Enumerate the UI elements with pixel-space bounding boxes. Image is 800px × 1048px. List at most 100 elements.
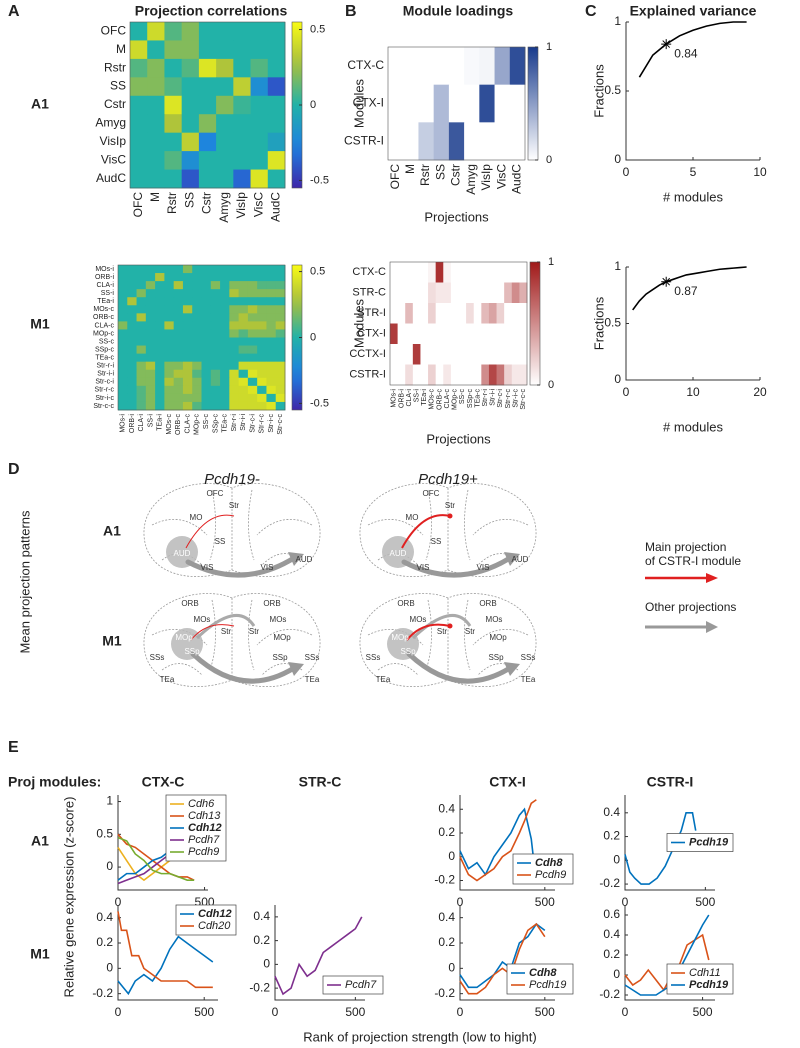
heatmap-cell	[257, 281, 267, 290]
x-tick-label: 20	[753, 385, 767, 399]
heatmap-cell	[220, 401, 230, 411]
heatmap-cell	[118, 297, 128, 306]
heatmap-cell	[420, 303, 429, 324]
row-group-label: M1	[30, 316, 50, 332]
heatmap-cell	[164, 401, 175, 411]
main-projection-arrow	[190, 624, 235, 641]
y-tick-label: -0.2	[249, 980, 270, 994]
region-label: MO	[406, 513, 419, 522]
heatmap-cell	[201, 329, 212, 338]
region-label: TEa	[376, 675, 391, 684]
heatmap-cell	[182, 385, 193, 395]
heatmap-cell	[388, 47, 404, 86]
heatmap-cell	[233, 58, 251, 78]
heatmap-cell	[247, 377, 258, 387]
heatmap-cell	[496, 344, 505, 365]
other-projection-arrow	[411, 614, 472, 640]
series-line	[459, 807, 536, 877]
region-label: VIS	[261, 563, 274, 572]
heatmap-cell	[266, 345, 277, 355]
heatmap-cell	[173, 377, 184, 387]
heatmap-cell	[238, 329, 249, 338]
x-tick-label: 0	[622, 1005, 629, 1019]
heatmap-cell	[250, 114, 269, 134]
heatmap-cell	[182, 305, 193, 314]
heatmap-cell	[275, 281, 286, 290]
heatmap-cell	[247, 329, 258, 338]
heatmap-cell	[216, 40, 234, 60]
region-label: MOs	[270, 615, 287, 624]
heatmap-cell	[509, 84, 526, 123]
heatmap-cell	[257, 321, 267, 330]
heatmap-cell	[435, 364, 444, 386]
heatmap-cell	[155, 265, 165, 274]
heatmap-cell	[164, 385, 175, 395]
row-label: SSp-c	[95, 346, 115, 353]
heatmap-cell	[238, 313, 249, 322]
series-line	[459, 799, 537, 882]
marker-label: 0.84	[674, 46, 698, 60]
heatmap-cell	[443, 344, 452, 365]
row-label: CTX-I	[357, 328, 386, 340]
x-tick-label: 0	[457, 1005, 464, 1019]
heatmap-cell	[229, 353, 240, 363]
heatmap-cell	[496, 364, 505, 386]
heatmap-cell	[511, 303, 520, 324]
heatmap-cell	[164, 361, 175, 371]
series-line	[117, 836, 195, 881]
heatmap-cell	[405, 262, 414, 283]
heatmap-cell	[390, 323, 399, 345]
injection-site	[166, 536, 198, 568]
heatmap-cell	[488, 323, 497, 345]
colorbar-tick-label: 0	[548, 379, 554, 391]
heatmap-cell	[257, 361, 267, 371]
heatmap-cell	[198, 132, 217, 152]
x-tick-label: 500	[535, 895, 555, 909]
x-tick-label: 0	[115, 1005, 122, 1019]
heatmap-cell	[511, 282, 520, 304]
heatmap-cell	[257, 353, 267, 363]
legend-label: Pcdh7	[188, 834, 220, 846]
heatmap-cell	[136, 273, 147, 282]
heatmap-cell	[155, 337, 165, 346]
heatmap-cell	[192, 353, 202, 363]
heatmap-cell	[266, 313, 277, 322]
heatmap-cell	[412, 323, 421, 345]
heatmap-cell	[201, 321, 212, 330]
region-label: AUD	[296, 555, 313, 564]
heatmap-cell	[155, 345, 165, 355]
column-label: ORB-i	[129, 414, 136, 434]
heatmap-cell	[275, 369, 286, 379]
heatmap-cell	[210, 377, 221, 387]
heatmap-cell	[247, 369, 258, 379]
injection-site	[382, 536, 414, 568]
row-label: CLA-c	[95, 322, 115, 329]
column-label: CLA-i	[138, 414, 145, 432]
heatmap-cell	[220, 313, 230, 322]
row-label: CTX-C	[352, 266, 386, 278]
heatmap-cell	[257, 329, 267, 338]
heatmap-cell	[257, 313, 267, 322]
heatmap-cell	[275, 361, 286, 371]
y-tick-label: 0.4	[438, 801, 455, 815]
y-tick-label: 0.4	[603, 805, 620, 819]
legend-box	[506, 963, 574, 995]
legend-other-head	[706, 621, 718, 633]
heatmap-cell	[247, 281, 258, 290]
column-title: Pcdh19-	[204, 471, 260, 488]
heatmap-cell	[136, 337, 147, 346]
series-line	[632, 266, 747, 311]
heatmap-cell	[173, 265, 184, 274]
heatmap-cell	[247, 313, 258, 322]
y-axis-label: Fractions	[591, 296, 606, 350]
region-label: AUD	[390, 549, 407, 558]
heatmap-cell	[164, 321, 175, 330]
heatmap-cell	[182, 361, 193, 371]
heatmap-cell	[519, 364, 528, 386]
heatmap-cell	[266, 289, 277, 298]
heatmap-cell	[448, 122, 465, 161]
heatmap-cell	[481, 262, 490, 283]
y-tick-label: 0.4	[603, 927, 620, 941]
heatmap-cell	[397, 303, 406, 324]
other-projection-arrow	[406, 651, 513, 684]
